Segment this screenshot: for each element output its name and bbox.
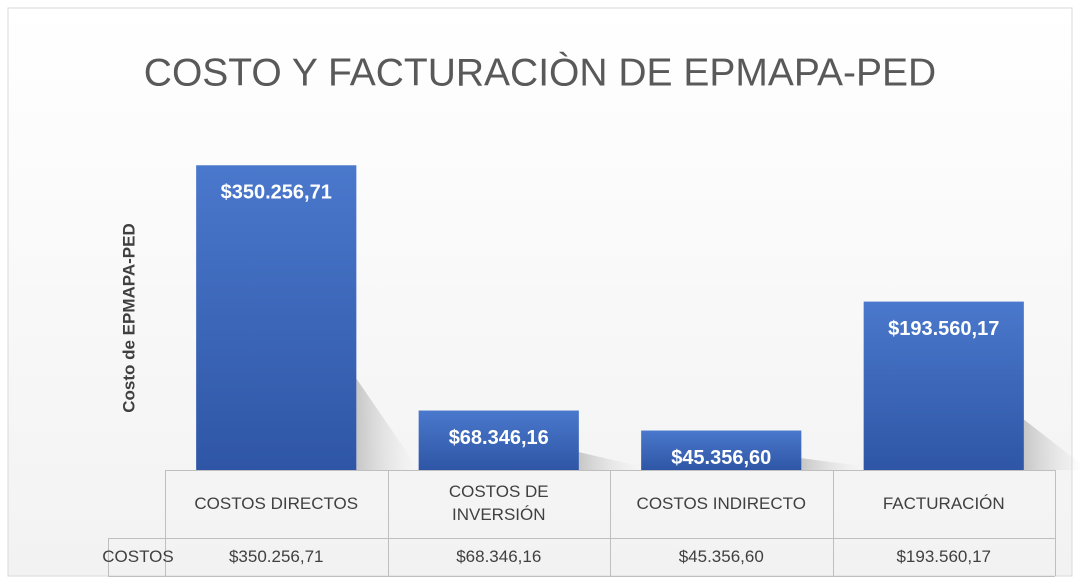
bar — [418, 410, 579, 470]
bar-shadow — [356, 378, 417, 470]
bar — [641, 430, 802, 470]
category-label: FACTURACIÓN — [833, 470, 1056, 538]
table-value: $350.256,71 — [165, 538, 388, 576]
table-value: $193.560,17 — [833, 538, 1056, 576]
bar-shadow — [801, 458, 862, 470]
category-label: COSTOS DE INVERSIÓN — [388, 470, 611, 538]
category-label: COSTOS DIRECTOS — [165, 470, 388, 538]
bar — [196, 165, 357, 470]
table-value: $68.346,16 — [388, 538, 611, 576]
category-label-text: COSTOS DIRECTOS — [194, 493, 359, 513]
table-value-text: $193.560,17 — [896, 546, 992, 566]
data-label: $45.356,60 — [671, 447, 771, 469]
bar-shadow — [578, 452, 639, 470]
table-line — [1055, 470, 1056, 576]
chart-frame — [7, 7, 1073, 577]
table-value-text: $45.356,60 — [678, 546, 764, 566]
table-value-text: $350.256,71 — [228, 546, 324, 566]
data-label: $350.256,71 — [221, 182, 332, 204]
table-line — [108, 538, 109, 576]
table-line — [832, 470, 834, 576]
data-label: $193.560,17 — [888, 318, 999, 340]
y-axis-title: Costo de EPMAPA-PED — [119, 223, 138, 413]
table-line — [165, 470, 166, 576]
category-label-text: FACTURACIÓN — [882, 493, 1005, 513]
table-line — [108, 538, 1055, 539]
legend-text: COSTOS — [102, 546, 174, 566]
category-label: COSTOS INDIRECTO — [610, 470, 833, 538]
table-line — [387, 470, 389, 576]
table-line — [108, 576, 1055, 577]
category-label-text: COSTOS DE INVERSIÓN — [448, 482, 549, 524]
chart-title: COSTO Y FACTURACIÒN DE EPMAPA-PED — [144, 51, 936, 94]
table-line — [610, 470, 611, 576]
bar-shadow — [1023, 419, 1080, 470]
table-value: $45.356,60 — [610, 538, 833, 576]
table-value-text: $68.346,16 — [456, 546, 542, 566]
data-label: $68.346,16 — [449, 427, 549, 449]
category-label-text: COSTOS INDIRECTO — [636, 493, 806, 513]
bar — [863, 301, 1024, 470]
legend-entry: COSTOS — [102, 538, 173, 576]
